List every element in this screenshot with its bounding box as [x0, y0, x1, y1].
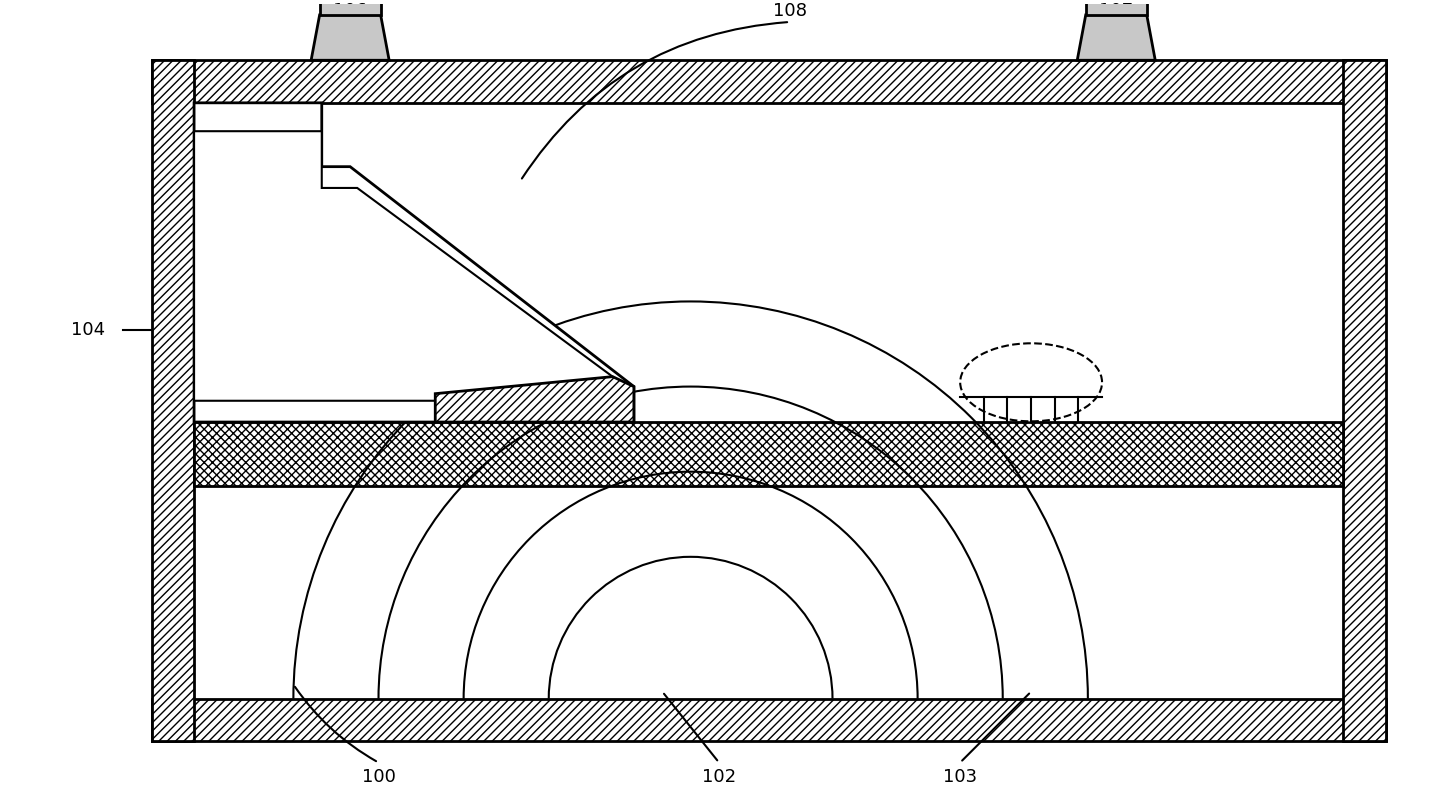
Text: 100: 100 — [361, 768, 395, 786]
Text: 104: 104 — [70, 321, 105, 339]
Polygon shape — [311, 15, 390, 61]
Text: 102: 102 — [702, 768, 736, 786]
Text: 107: 107 — [1099, 2, 1133, 20]
Text: 108: 108 — [774, 2, 807, 20]
Polygon shape — [1086, 0, 1146, 15]
Text: 106: 106 — [334, 2, 367, 20]
Polygon shape — [194, 103, 634, 422]
Ellipse shape — [961, 343, 1102, 421]
Polygon shape — [151, 699, 1386, 741]
Polygon shape — [1343, 61, 1386, 741]
Polygon shape — [436, 377, 634, 422]
Polygon shape — [194, 422, 1343, 486]
Polygon shape — [194, 131, 613, 401]
Text: 103: 103 — [943, 768, 978, 786]
Polygon shape — [319, 0, 381, 15]
Polygon shape — [151, 61, 194, 741]
Polygon shape — [1077, 15, 1155, 61]
Polygon shape — [151, 61, 1386, 103]
